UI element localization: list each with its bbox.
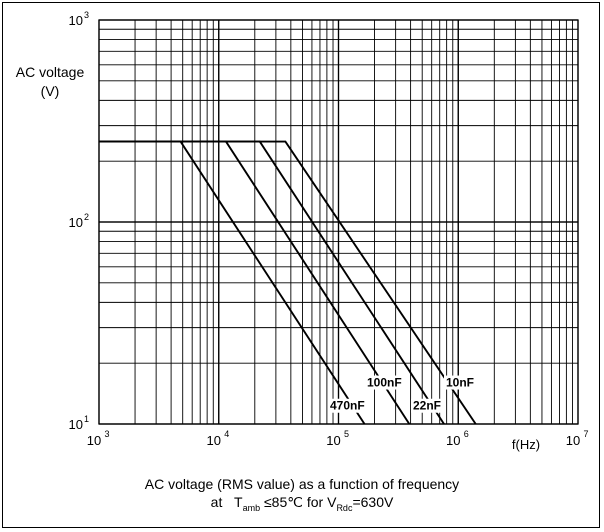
y-axis-label-line-1: AC voltage [16, 64, 85, 80]
x-tick-exponent: 7 [583, 429, 588, 439]
series-label-470nf: 470nF [330, 399, 365, 413]
y-tick-label: 10 [69, 215, 83, 230]
y-tick-exponent: 3 [84, 10, 89, 20]
y-tick-label: 10 [69, 13, 83, 28]
series-label-10nf: 10nF [446, 376, 474, 390]
series-label-bg-470nf [328, 398, 369, 413]
x-tick-exponent: 3 [104, 429, 109, 439]
y-tick-label: 10 [69, 417, 83, 432]
x-tick-exponent: 6 [464, 429, 469, 439]
plot-border [98, 19, 579, 425]
y-axis-label-line-2: (V) [41, 83, 60, 99]
x-tick-label: 10 [446, 433, 460, 448]
y-tick-exponent: 1 [84, 414, 89, 424]
chart-frame [2, 2, 600, 528]
series-label-bg-10nf [444, 375, 478, 390]
caption-v-val: =630V [352, 494, 394, 510]
x-tick-exponent: 5 [344, 429, 349, 439]
x-tick-label: 10 [207, 433, 221, 448]
series-label-bg-100nf [365, 375, 406, 390]
caption-v-sub: Rdc [336, 502, 353, 513]
x-axis-label: f(Hz) [512, 437, 540, 452]
series-label-100nf: 100nF [367, 376, 402, 390]
caption-at: at [210, 494, 223, 510]
series-label-bg-22nf [411, 398, 445, 413]
x-tick-label: 10 [566, 433, 580, 448]
caption-cond: ≤85℃ for V [264, 494, 337, 510]
caption-t: T [234, 494, 243, 510]
x-tick-label: 10 [326, 433, 340, 448]
caption-line-1: AC voltage (RMS value) as a function of … [144, 476, 460, 492]
series-line-10nf [99, 140, 477, 425]
x-tick-exponent: 4 [224, 429, 229, 439]
caption-line-2: at Tamb ≤85℃ for VRdc=630V [0, 494, 604, 513]
series-label-22nf: 22nF [413, 399, 441, 413]
x-tick-label: 10 [87, 433, 101, 448]
caption-t-sub: amb [242, 502, 261, 513]
y-tick-exponent: 2 [84, 212, 89, 222]
